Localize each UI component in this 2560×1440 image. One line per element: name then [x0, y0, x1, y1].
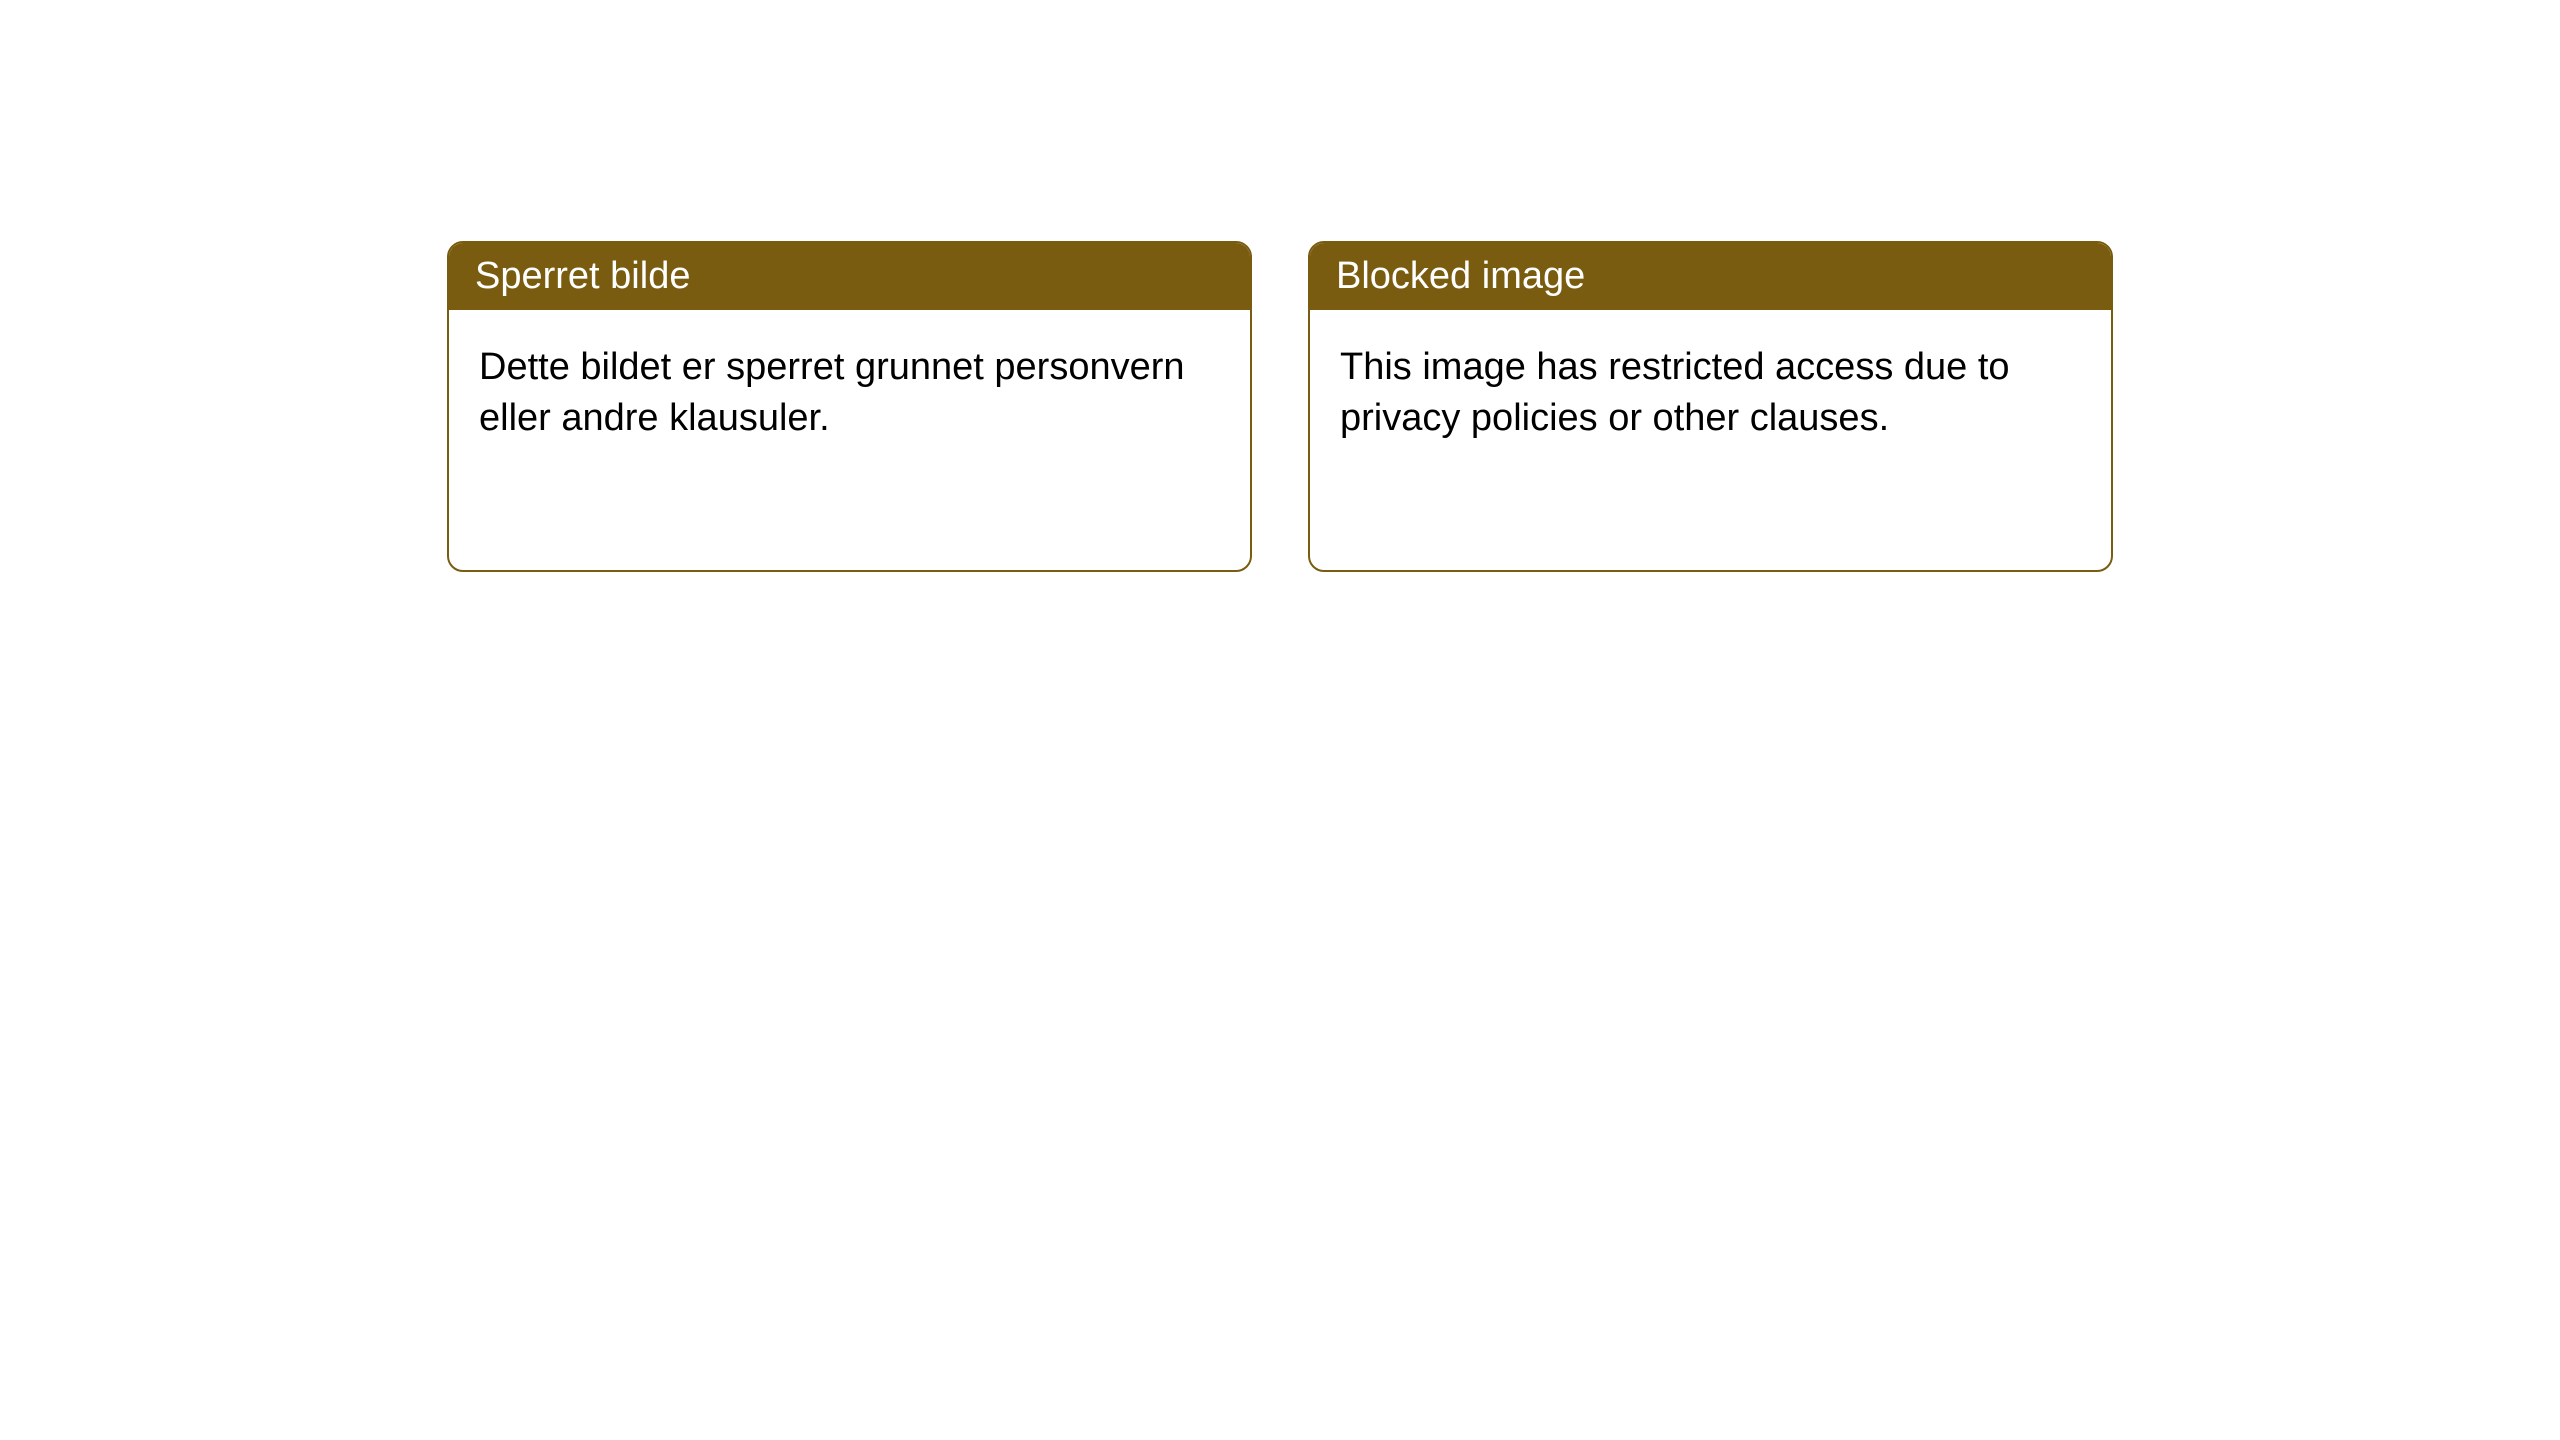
notice-body: This image has restricted access due to …: [1310, 310, 2111, 570]
notice-card-english: Blocked image This image has restricted …: [1308, 241, 2113, 572]
notice-body: Dette bildet er sperret grunnet personve…: [449, 310, 1250, 570]
notice-message: Dette bildet er sperret grunnet personve…: [479, 346, 1185, 439]
notice-header: Blocked image: [1310, 243, 2111, 310]
notice-message: This image has restricted access due to …: [1340, 346, 2010, 439]
notice-card-norwegian: Sperret bilde Dette bildet er sperret gr…: [447, 241, 1252, 572]
notice-title: Blocked image: [1336, 255, 1585, 297]
notice-header: Sperret bilde: [449, 243, 1250, 310]
notice-container: Sperret bilde Dette bildet er sperret gr…: [447, 241, 2113, 572]
notice-title: Sperret bilde: [475, 255, 690, 297]
